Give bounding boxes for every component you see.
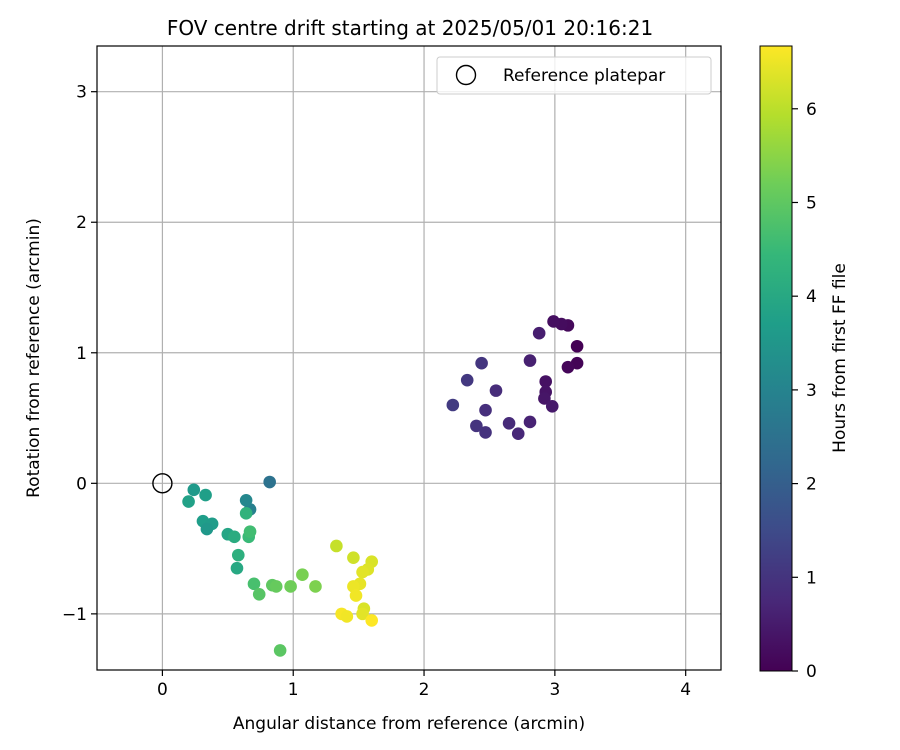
colorbar-tick-label: 5 xyxy=(806,193,817,213)
plot-frame xyxy=(96,45,722,671)
data-point xyxy=(523,354,537,367)
legend-marker xyxy=(455,64,477,86)
data-point xyxy=(523,415,537,429)
data-point xyxy=(263,475,276,489)
colorbar-label: Hours from first FF file xyxy=(830,263,850,453)
data-point xyxy=(200,522,214,536)
data-point xyxy=(356,565,369,579)
colorbar xyxy=(759,45,793,672)
data-point xyxy=(479,403,492,417)
colorbar-ticks: 0 1 2 3 4 5 6 xyxy=(792,100,817,682)
data-point xyxy=(231,548,245,562)
y-tick-label: 1 xyxy=(76,344,87,364)
reference-platepar-marker xyxy=(152,473,173,494)
data-point xyxy=(273,644,287,657)
data-point xyxy=(182,495,195,508)
x-tick-label: 3 xyxy=(549,680,560,700)
data-point xyxy=(547,315,560,328)
x-tick-label: 2 xyxy=(419,680,430,700)
data-point xyxy=(356,607,369,621)
y-tick-label: 2 xyxy=(76,213,87,233)
data-point xyxy=(502,416,516,430)
colorbar-tick-label: 1 xyxy=(806,568,817,588)
data-point xyxy=(347,551,360,565)
colorbar-tick-label: 3 xyxy=(806,381,817,401)
data-points xyxy=(182,315,584,657)
y-tick-label: −1 xyxy=(62,605,87,625)
y-axis-ticks: −1 0 1 2 3 xyxy=(62,83,97,625)
colorbar-tick-label: 0 xyxy=(806,662,817,682)
data-point xyxy=(532,326,546,340)
data-point xyxy=(538,392,551,405)
data-point xyxy=(239,493,253,507)
y-tick-label: 3 xyxy=(76,83,87,103)
data-point xyxy=(365,614,379,627)
data-point xyxy=(239,507,253,520)
data-point xyxy=(330,539,343,553)
data-point xyxy=(511,427,525,441)
data-point xyxy=(243,525,257,538)
reference-marker xyxy=(152,473,173,494)
x-tick-label: 1 xyxy=(288,680,299,700)
data-point xyxy=(475,356,488,370)
x-tick-label: 4 xyxy=(680,680,691,700)
data-point xyxy=(561,360,575,374)
data-point xyxy=(539,375,553,388)
data-point xyxy=(296,568,309,582)
colorbar-tick-label: 2 xyxy=(806,475,817,495)
data-point xyxy=(230,561,244,575)
data-point xyxy=(284,580,297,593)
colorbar-tick-label: 4 xyxy=(806,287,817,307)
colorbar-tick-label: 6 xyxy=(806,100,817,120)
data-point xyxy=(228,530,241,544)
grid-lines xyxy=(97,46,721,670)
x-axis-ticks: 0 1 2 3 4 xyxy=(157,670,691,700)
chart-title: FOV centre drift starting at 2025/05/01 … xyxy=(167,16,653,40)
y-tick-label: 0 xyxy=(76,474,87,494)
data-point xyxy=(252,587,266,601)
legend: Reference platepar xyxy=(436,56,712,95)
data-point xyxy=(570,339,584,353)
data-point xyxy=(187,483,201,497)
data-point xyxy=(269,580,283,593)
data-point xyxy=(545,400,559,413)
data-point xyxy=(479,426,492,439)
data-point xyxy=(446,398,460,412)
y-axis-label: Rotation from reference (arcmin) xyxy=(24,218,44,498)
legend-frame xyxy=(436,56,712,95)
data-point xyxy=(199,488,212,502)
data-point xyxy=(247,577,261,591)
data-point xyxy=(460,373,474,387)
data-point xyxy=(349,589,363,602)
data-point xyxy=(470,419,483,433)
x-tick-label: 0 xyxy=(157,680,168,700)
legend-label: Reference platepar xyxy=(503,66,665,86)
data-point xyxy=(309,580,322,593)
x-axis-label: Angular distance from reference (arcmin) xyxy=(233,714,585,734)
data-point xyxy=(340,610,354,623)
data-point xyxy=(489,384,503,397)
